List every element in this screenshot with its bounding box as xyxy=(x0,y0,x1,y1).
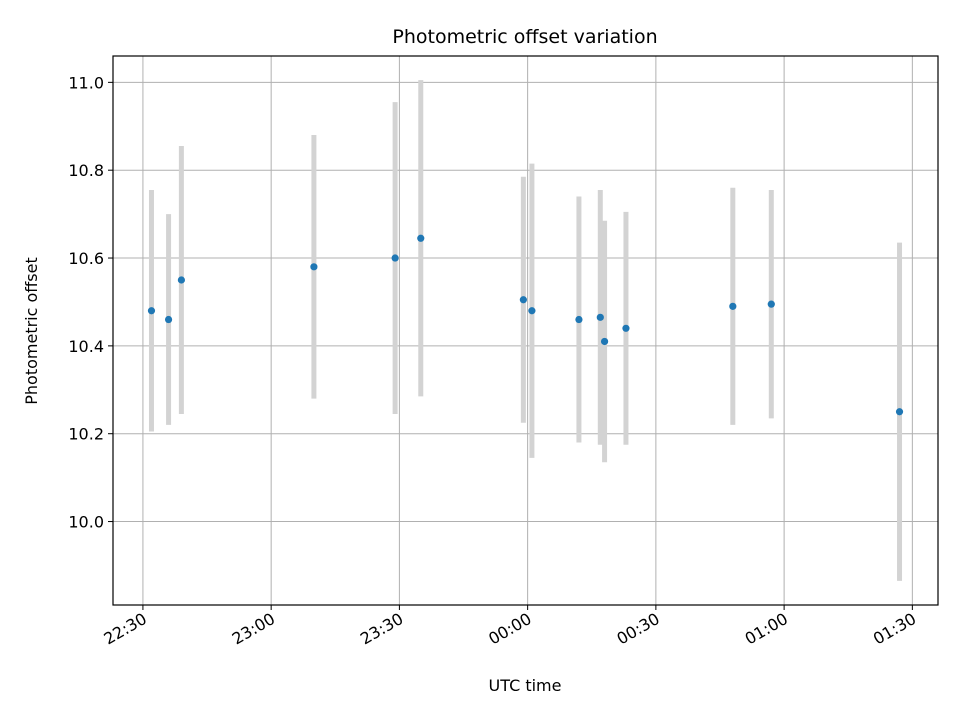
data-point xyxy=(596,313,604,321)
ticks: 22:30 23:00 23:30 00:00 00:30 01:00 01:30 10.0 1… xyxy=(68,73,919,648)
y-tick-label: 11.0 xyxy=(68,73,104,92)
data-point xyxy=(391,254,399,262)
x-tick-label: 22:30 xyxy=(100,609,149,649)
y-tick-label: 10.6 xyxy=(68,249,104,268)
y-tick-label: 10.8 xyxy=(68,161,104,180)
x-tick-label: 23:00 xyxy=(229,609,278,649)
x-tick-label: 23:30 xyxy=(357,609,406,649)
data-point xyxy=(147,307,156,315)
data-point xyxy=(519,296,527,304)
error-bars xyxy=(148,80,903,581)
data-points xyxy=(147,234,904,416)
data-point xyxy=(177,276,185,284)
y-tick-label: 10.2 xyxy=(68,425,104,444)
x-tick-label: 00:30 xyxy=(613,609,662,649)
y-axis-title: Photometric offset xyxy=(22,257,41,405)
chart-title: Photometric offset variation xyxy=(392,26,657,48)
data-point xyxy=(528,307,536,315)
data-point xyxy=(895,408,904,416)
data-point xyxy=(417,234,425,242)
data-point xyxy=(600,337,609,346)
plot-frame xyxy=(112,55,939,606)
x-tick-label: 01:00 xyxy=(742,609,791,649)
data-point xyxy=(729,302,737,310)
data-point xyxy=(164,315,173,324)
y-tick-label: 10.0 xyxy=(68,513,104,532)
data-point xyxy=(767,300,775,308)
x-axis-title: UTC time xyxy=(489,676,562,695)
grid xyxy=(113,56,938,605)
data-point xyxy=(575,315,583,324)
y-tick-label: 10.4 xyxy=(68,337,104,356)
data-point xyxy=(310,263,318,271)
x-tick-label: 00:00 xyxy=(485,609,534,649)
data-point xyxy=(622,324,630,332)
x-tick-label: 01:30 xyxy=(870,609,919,649)
